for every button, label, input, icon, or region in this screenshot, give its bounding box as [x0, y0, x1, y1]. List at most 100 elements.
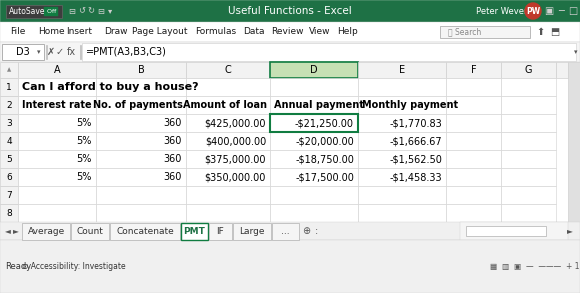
Bar: [501, 150, 556, 168]
Text: Data: Data: [243, 28, 264, 37]
Bar: [358, 168, 446, 186]
Bar: [186, 204, 270, 222]
Text: Useful Functions - Excel: Useful Functions - Excel: [228, 6, 352, 16]
Bar: [0, 96, 18, 114]
Bar: [80, 45, 81, 59]
Text: C: C: [224, 65, 231, 75]
Text: Peter Weverka: Peter Weverka: [476, 6, 538, 16]
Text: 5%: 5%: [77, 118, 92, 128]
Text: ⊟: ⊟: [68, 6, 75, 16]
Bar: [270, 150, 358, 168]
Bar: [0, 0, 580, 22]
Bar: [180, 223, 208, 240]
Bar: [0, 132, 18, 150]
Text: -$18,750.00: -$18,750.00: [295, 154, 354, 164]
Bar: [358, 96, 446, 114]
Text: Ready: Ready: [5, 262, 31, 271]
Text: ⊙ Accessibility: Investigate: ⊙ Accessibility: Investigate: [22, 262, 126, 271]
Text: ◄: ◄: [5, 226, 11, 236]
Text: 5%: 5%: [77, 136, 92, 146]
Text: ⬆: ⬆: [536, 27, 544, 37]
Text: ↻: ↻: [88, 6, 95, 16]
Text: $375,000.00: $375,000.00: [205, 154, 266, 164]
Text: ▣: ▣: [545, 6, 554, 16]
Bar: [501, 78, 556, 96]
Bar: [96, 204, 186, 222]
Text: ▾: ▾: [574, 49, 578, 55]
Text: $350,000.00: $350,000.00: [205, 172, 266, 182]
Text: Off: Off: [45, 9, 56, 14]
Bar: [270, 168, 358, 186]
Text: ↺: ↺: [78, 6, 85, 16]
Bar: [18, 150, 96, 168]
Text: Can I afford to buy a house?: Can I afford to buy a house?: [22, 82, 198, 92]
Text: ►: ►: [567, 226, 573, 236]
Bar: [18, 132, 96, 150]
Bar: [96, 168, 186, 186]
Bar: [446, 204, 501, 222]
Text: Count: Count: [77, 226, 104, 236]
Bar: [0, 62, 18, 78]
Text: PMT: PMT: [183, 226, 205, 236]
Bar: [0, 204, 18, 222]
Text: 6: 6: [6, 173, 12, 181]
Bar: [18, 96, 96, 114]
Bar: [186, 168, 270, 186]
Bar: [2, 44, 44, 60]
Text: :: :: [314, 226, 318, 236]
Text: -$1,458.33: -$1,458.33: [389, 172, 442, 182]
Bar: [271, 223, 299, 240]
Bar: [186, 186, 270, 204]
Text: ...: ...: [281, 226, 290, 236]
Text: 5%: 5%: [77, 172, 92, 182]
Bar: [501, 132, 556, 150]
Bar: [358, 204, 446, 222]
Bar: [501, 168, 556, 186]
Text: 4: 4: [6, 137, 12, 146]
Text: Review: Review: [271, 28, 303, 37]
Bar: [460, 222, 568, 240]
Bar: [18, 168, 96, 186]
Bar: [446, 186, 501, 204]
Bar: [186, 96, 270, 114]
Bar: [46, 45, 47, 59]
Text: Insert: Insert: [66, 28, 92, 37]
Text: ⊕: ⊕: [302, 226, 310, 236]
Text: F: F: [471, 65, 476, 75]
Text: ▦  ▥  ▣  —  ———  + 100%: ▦ ▥ ▣ — ——— + 100%: [490, 262, 580, 271]
Bar: [270, 62, 358, 78]
Bar: [18, 114, 96, 132]
Bar: [186, 150, 270, 168]
Bar: [0, 186, 18, 204]
Bar: [18, 62, 96, 78]
Bar: [501, 186, 556, 204]
Bar: [233, 223, 271, 240]
Text: -$1,770.83: -$1,770.83: [389, 118, 442, 128]
Text: 360: 360: [164, 154, 182, 164]
Bar: [186, 132, 270, 150]
Bar: [568, 62, 580, 238]
Bar: [446, 96, 501, 114]
Bar: [358, 78, 446, 96]
Bar: [96, 150, 186, 168]
Bar: [96, 114, 186, 132]
Bar: [96, 186, 186, 204]
Bar: [186, 78, 270, 96]
Text: Amount of loan: Amount of loan: [183, 100, 267, 110]
Text: =PMT(A3,B3,C3): =PMT(A3,B3,C3): [86, 47, 167, 57]
Text: ✗: ✗: [47, 47, 55, 57]
Text: File: File: [10, 28, 26, 37]
Bar: [209, 223, 231, 240]
Bar: [0, 168, 18, 186]
Text: 8: 8: [6, 209, 12, 217]
Text: Large: Large: [239, 226, 264, 236]
Text: ▲: ▲: [7, 67, 11, 72]
Text: 1: 1: [6, 83, 12, 91]
Bar: [446, 114, 501, 132]
Bar: [270, 78, 358, 96]
Text: Average: Average: [28, 226, 65, 236]
Text: D3: D3: [16, 47, 30, 57]
Text: PW: PW: [526, 6, 540, 16]
Text: -$1,666.67: -$1,666.67: [389, 136, 442, 146]
Bar: [18, 186, 96, 204]
